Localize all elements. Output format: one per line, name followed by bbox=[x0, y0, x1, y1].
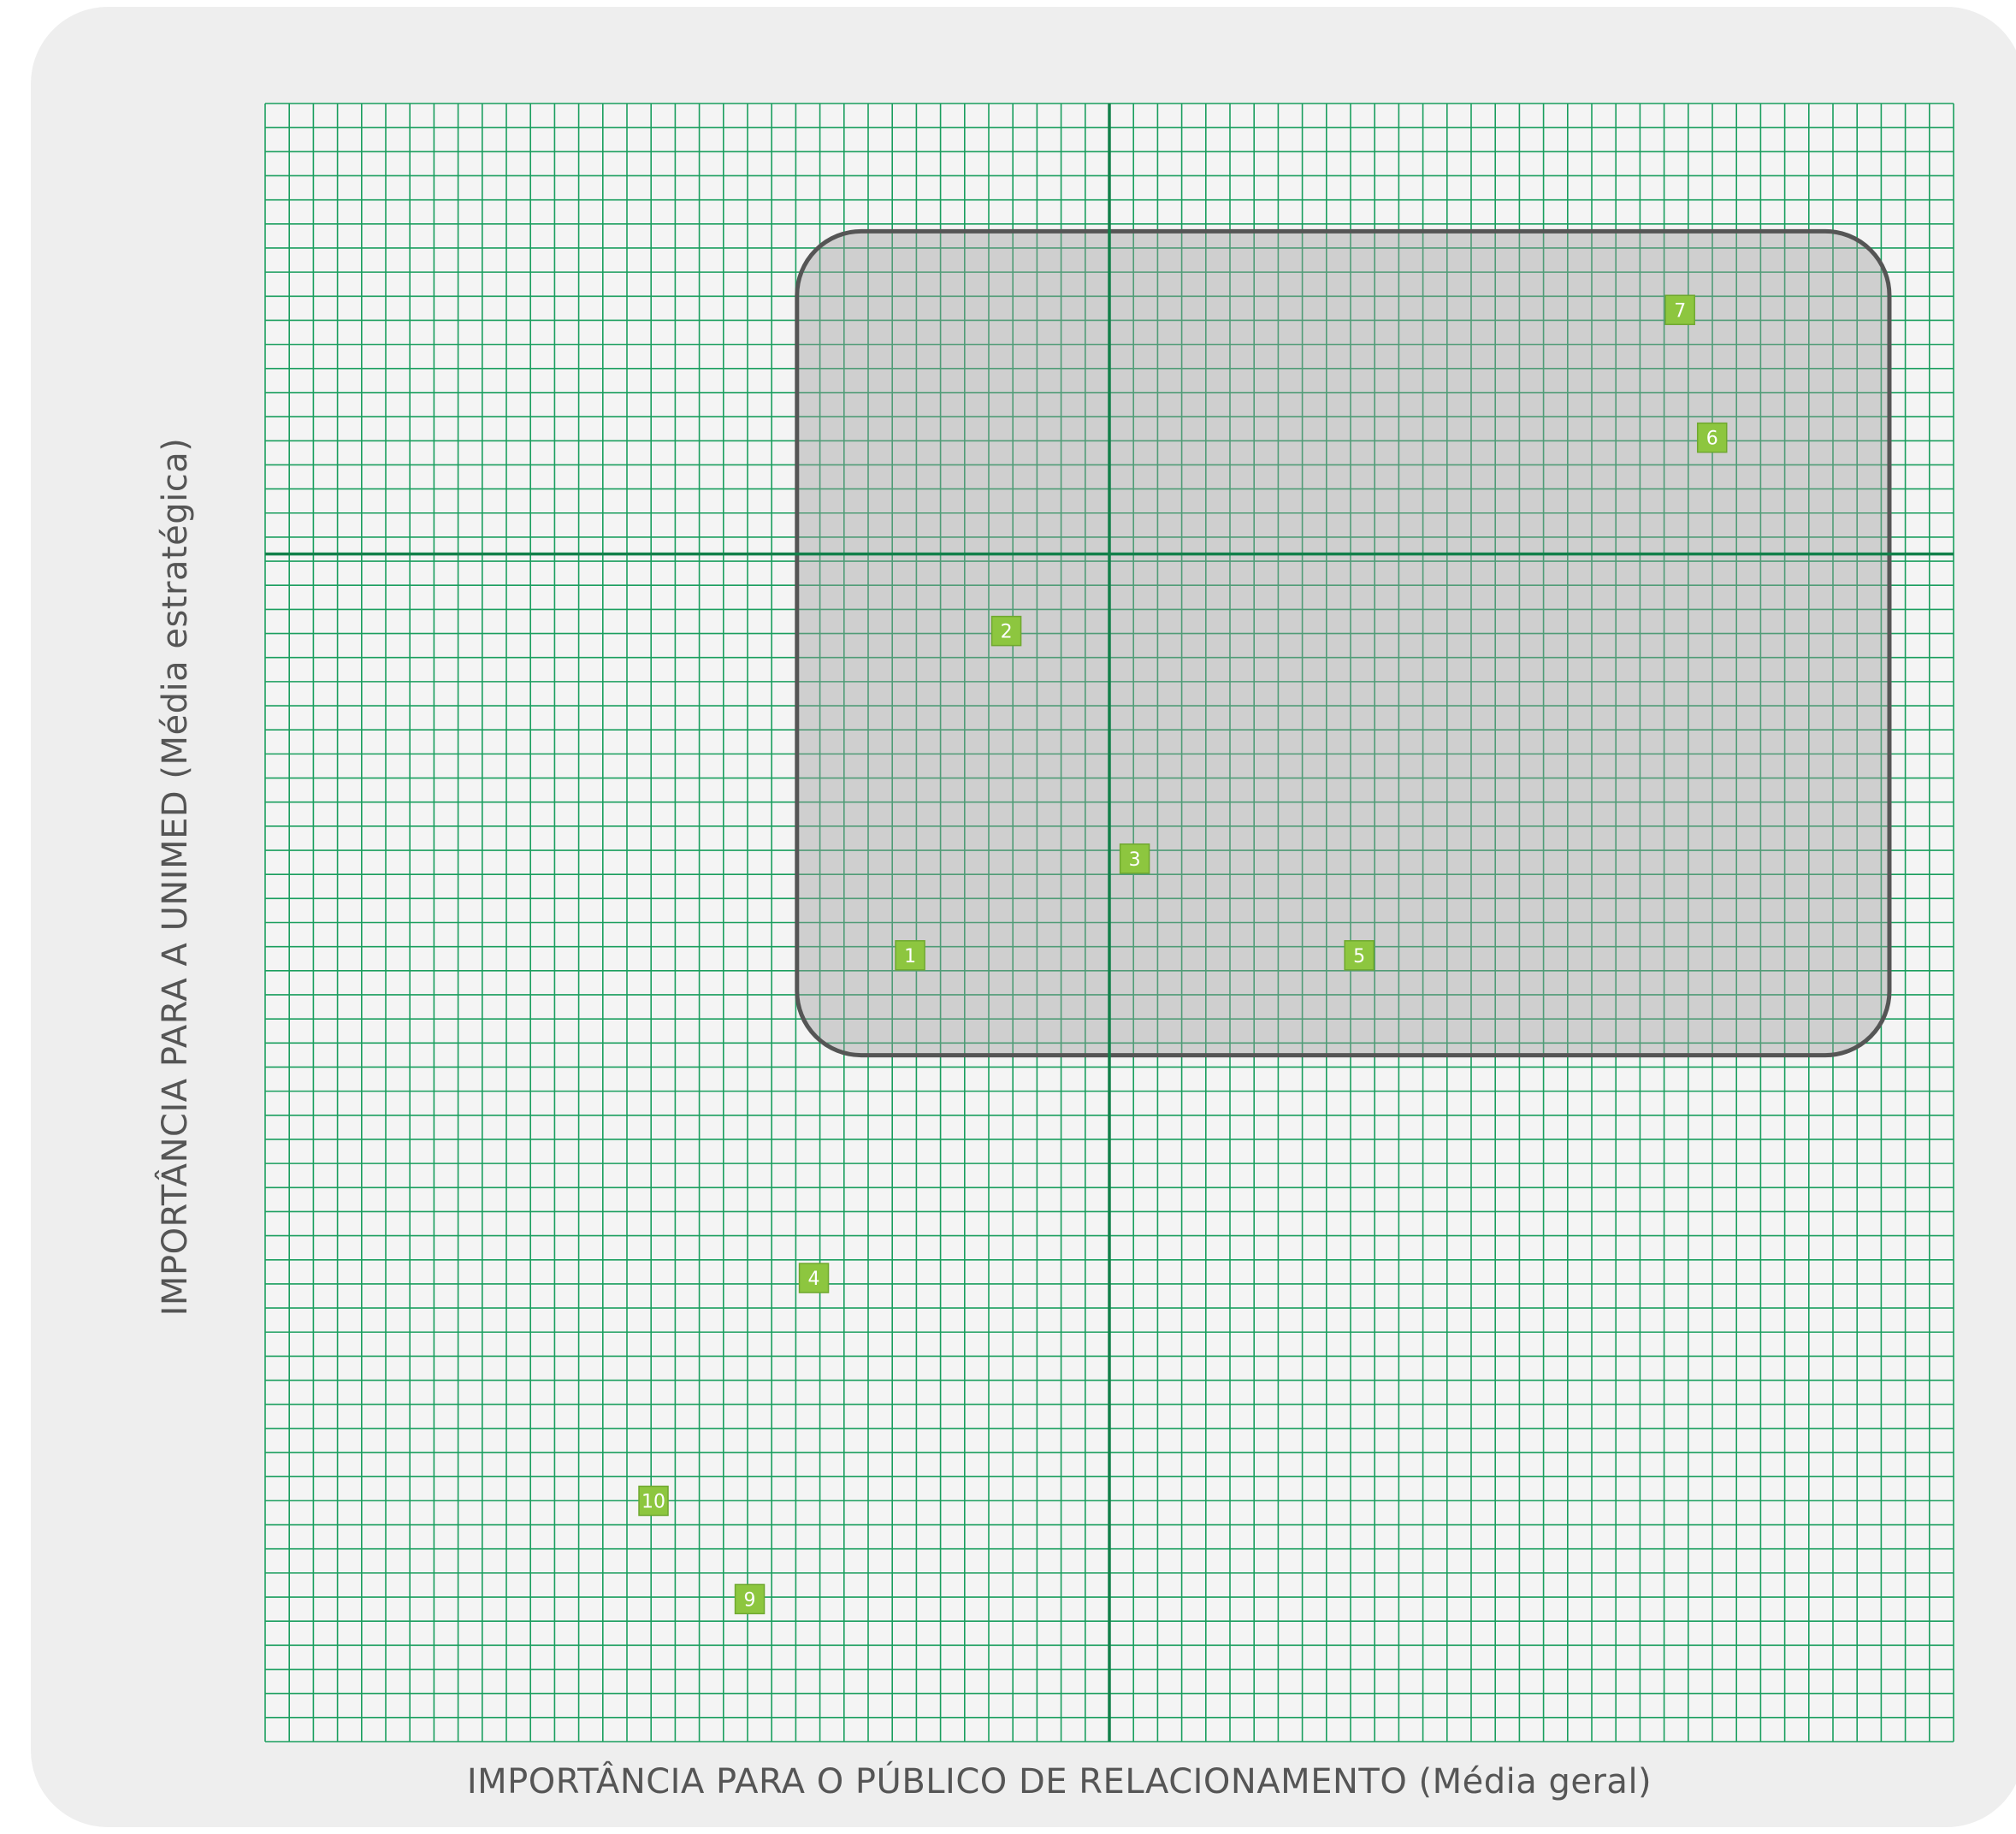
data-point-7: 7 bbox=[1664, 294, 1695, 326]
x-axis-label: IMPORTÂNCIA PARA O PÚBLICO DE RELACIONAM… bbox=[466, 1762, 1652, 1801]
data-point-marker bbox=[638, 1485, 669, 1517]
data-point-10: 10 bbox=[638, 1485, 669, 1517]
data-point-marker bbox=[798, 1263, 830, 1293]
data-point-marker bbox=[895, 940, 925, 971]
data-point-marker bbox=[1696, 422, 1728, 453]
data-point-3: 3 bbox=[1119, 843, 1150, 874]
data-point-label: 4 bbox=[808, 1269, 820, 1290]
data-point-label: 5 bbox=[1353, 946, 1365, 967]
data-point-9: 9 bbox=[734, 1583, 766, 1615]
data-point-6: 6 bbox=[1696, 422, 1728, 453]
data-point-label: 1 bbox=[904, 946, 916, 967]
data-point-marker bbox=[1664, 294, 1695, 326]
data-point-label: 2 bbox=[1001, 622, 1013, 643]
data-point-2: 2 bbox=[990, 615, 1022, 647]
data-point-1: 1 bbox=[895, 940, 925, 971]
y-axis-label: IMPORTÂNCIA PARA A UNIMED (Média estraté… bbox=[156, 437, 195, 1316]
data-point-marker bbox=[990, 615, 1022, 647]
data-point-marker bbox=[734, 1583, 766, 1615]
data-point-label: 3 bbox=[1129, 849, 1141, 871]
data-point-4: 4 bbox=[798, 1263, 830, 1293]
data-point-label: 7 bbox=[1674, 300, 1686, 322]
data-point-label: 6 bbox=[1706, 429, 1718, 450]
data-point-label: 9 bbox=[744, 1589, 756, 1611]
data-point-marker bbox=[1344, 940, 1375, 971]
highlight-region bbox=[795, 228, 1892, 1058]
data-point-marker bbox=[1119, 843, 1150, 874]
data-point-label: 10 bbox=[641, 1491, 665, 1512]
data-point-5: 5 bbox=[1344, 940, 1375, 971]
